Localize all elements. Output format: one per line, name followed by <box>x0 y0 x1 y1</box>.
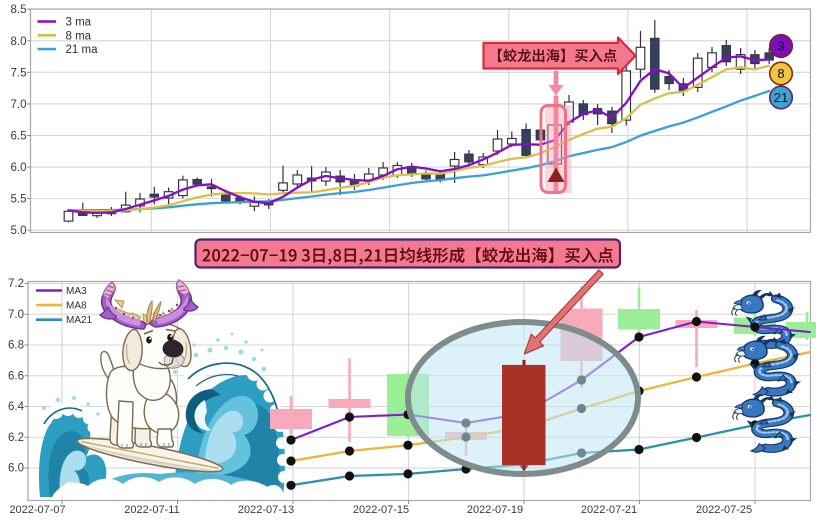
svg-text:2022-07-13: 2022-07-13 <box>238 504 294 516</box>
svg-text:7.5: 7.5 <box>11 67 27 79</box>
svg-text:6.8: 6.8 <box>8 340 24 352</box>
svg-text:6.4: 6.4 <box>8 401 25 413</box>
svg-text:6.0: 6.0 <box>8 463 24 475</box>
svg-text:6.5: 6.5 <box>11 130 27 142</box>
svg-text:2022-07-11: 2022-07-11 <box>124 504 179 516</box>
svg-text:2022-07-21: 2022-07-21 <box>581 504 637 516</box>
svg-text:3: 3 <box>777 39 784 54</box>
svg-text:7.2: 7.2 <box>8 278 24 290</box>
svg-text:8: 8 <box>777 66 784 81</box>
svg-text:6.2: 6.2 <box>8 432 24 444</box>
svg-text:5.0: 5.0 <box>11 225 27 237</box>
svg-text:7.0: 7.0 <box>8 309 24 321</box>
svg-text:MA3: MA3 <box>66 286 87 297</box>
svg-text:MA8: MA8 <box>66 301 87 312</box>
svg-text:8 ma: 8 ma <box>66 30 92 42</box>
svg-text:MA21: MA21 <box>66 315 93 326</box>
svg-text:6.6: 6.6 <box>8 370 24 382</box>
svg-text:6.0: 6.0 <box>11 162 27 174</box>
svg-text:8.5: 8.5 <box>11 4 27 16</box>
svg-text:3 ma: 3 ma <box>66 17 92 29</box>
svg-text:2022-07-25: 2022-07-25 <box>696 504 752 516</box>
svg-text:2022-07-19: 2022-07-19 <box>467 504 523 516</box>
svg-text:8.0: 8.0 <box>11 36 27 48</box>
svg-text:5.5: 5.5 <box>11 194 27 206</box>
svg-text:7.0: 7.0 <box>11 99 27 111</box>
svg-text:21: 21 <box>774 90 788 105</box>
svg-text:21 ma: 21 ma <box>66 44 99 56</box>
svg-text:2022-07-15: 2022-07-15 <box>353 504 409 516</box>
svg-text:2022-07-07: 2022-07-07 <box>9 504 65 516</box>
